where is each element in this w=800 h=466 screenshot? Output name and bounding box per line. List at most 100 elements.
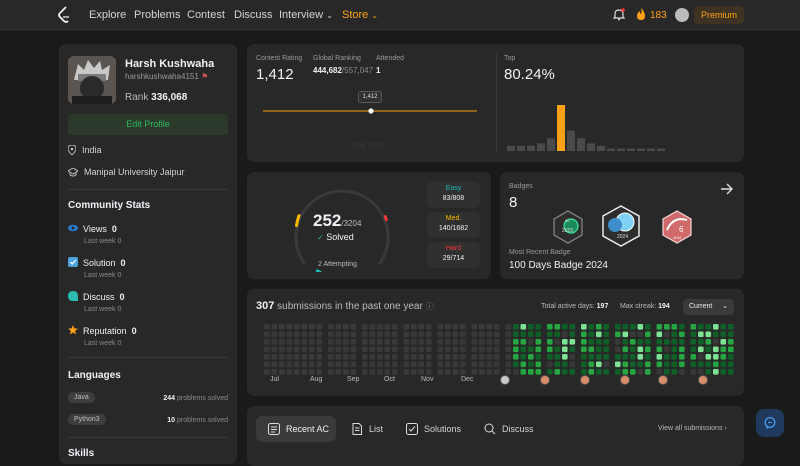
heatmap-cell[interactable]	[264, 324, 270, 330]
heatmap-cell[interactable]	[569, 369, 576, 375]
heatmap-cell[interactable]	[350, 369, 357, 375]
heatmap-cell[interactable]	[728, 354, 734, 360]
heatmap-cell[interactable]	[377, 361, 383, 368]
heatmap-cell[interactable]	[335, 361, 342, 368]
heatmap-cell[interactable]	[445, 361, 451, 368]
heatmap-cell[interactable]	[309, 361, 315, 368]
heatmap-cell[interactable]	[547, 346, 553, 353]
heatmap-cell[interactable]	[664, 339, 670, 345]
heatmap-cell[interactable]	[316, 331, 323, 338]
heatmap-cell[interactable]	[460, 331, 466, 338]
heatmap-cell[interactable]	[335, 339, 342, 345]
tab-discuss[interactable]: Discuss	[472, 416, 534, 442]
heatmap-cell[interactable]	[603, 331, 610, 338]
heatmap-cell[interactable]	[271, 346, 278, 353]
heatmap-cell[interactable]	[615, 354, 621, 360]
monthly-badge-icon[interactable]	[580, 375, 590, 385]
premium-button[interactable]: Premium	[694, 6, 744, 24]
heatmap-cell[interactable]	[264, 354, 270, 360]
heatmap-cell[interactable]	[630, 331, 636, 338]
heatmap-cell[interactable]	[486, 331, 493, 338]
heatmap-cell[interactable]	[588, 354, 595, 360]
heatmap-cell[interactable]	[426, 324, 432, 330]
heatmap-cell[interactable]	[418, 354, 425, 360]
heatmap-cell[interactable]	[588, 324, 595, 330]
heatmap-cell[interactable]	[690, 361, 697, 368]
heatmap-cell[interactable]	[528, 339, 534, 345]
heatmap-cell[interactable]	[316, 324, 323, 330]
heatmap-cell[interactable]	[690, 346, 697, 353]
heatmap-cell[interactable]	[547, 331, 553, 338]
heatmap-cell[interactable]	[316, 339, 323, 345]
heatmap-cell[interactable]	[622, 369, 629, 375]
heatmap-cell[interactable]	[679, 369, 685, 375]
heatmap-cell[interactable]	[377, 369, 383, 375]
heatmap-cell[interactable]	[392, 324, 398, 330]
heatmap-cell[interactable]	[698, 331, 704, 338]
heatmap-cell[interactable]	[581, 361, 587, 368]
heatmap-cell[interactable]	[630, 346, 636, 353]
heatmap-cell[interactable]	[622, 324, 629, 330]
heatmap-cell[interactable]	[728, 339, 734, 345]
heatmap-cell[interactable]	[279, 339, 285, 345]
heatmap-cell[interactable]	[286, 331, 293, 338]
heatmap-cell[interactable]	[279, 369, 285, 375]
heatmap-cell[interactable]	[384, 354, 391, 360]
heatmap-cell[interactable]	[562, 339, 568, 345]
heatmap-cell[interactable]	[452, 324, 459, 330]
heatmap-cell[interactable]	[384, 361, 391, 368]
heatmap-cell[interactable]	[664, 361, 670, 368]
heatmap-cell[interactable]	[316, 369, 323, 375]
heatmap-cell[interactable]	[637, 361, 644, 368]
heatmap-cell[interactable]	[596, 354, 602, 360]
medium-stat[interactable]: Med. 140/1682	[427, 212, 480, 238]
heatmap-cell[interactable]	[520, 361, 527, 368]
heatmap-cell[interactable]	[562, 331, 568, 338]
heatmap-cell[interactable]	[279, 354, 285, 360]
heatmap-cell[interactable]	[271, 324, 278, 330]
heatmap-cell[interactable]	[335, 346, 342, 353]
heatmap-cell[interactable]	[630, 339, 636, 345]
heatmap-cell[interactable]	[286, 324, 293, 330]
leetcode-logo-icon[interactable]	[57, 6, 71, 24]
heatmap-cell[interactable]	[309, 324, 315, 330]
heatmap-cell[interactable]	[554, 354, 561, 360]
heatmap-cell[interactable]	[671, 331, 678, 338]
heatmap-cell[interactable]	[679, 339, 685, 345]
heatmap-cell[interactable]	[520, 339, 527, 345]
heatmap-cell[interactable]	[301, 339, 308, 345]
heatmap-cell[interactable]	[294, 346, 300, 353]
heatmap-cell[interactable]	[460, 339, 466, 345]
heatmap-cell[interactable]	[720, 369, 727, 375]
heatmap-cell[interactable]	[615, 331, 621, 338]
heatmap-cell[interactable]	[505, 339, 512, 345]
heatmap-cell[interactable]	[562, 361, 568, 368]
heatmap-cell[interactable]	[656, 339, 663, 345]
easy-stat[interactable]: Easy 83/808	[427, 182, 480, 208]
heatmap-cell[interactable]	[645, 346, 651, 353]
heatmap-cell[interactable]	[369, 331, 376, 338]
heatmap-cell[interactable]	[350, 339, 357, 345]
heatmap-cell[interactable]	[335, 331, 342, 338]
heatmap-cell[interactable]	[294, 354, 300, 360]
badge-june-daily-icon[interactable]: 6 JUN	[661, 210, 693, 244]
info-icon[interactable]: ⓘ	[425, 302, 434, 311]
heatmap-cell[interactable]	[535, 339, 542, 345]
heatmap-cell[interactable]	[547, 361, 553, 368]
heatmap-cell[interactable]	[445, 354, 451, 360]
heatmap-cell[interactable]	[622, 331, 629, 338]
heatmap-cell[interactable]	[535, 324, 542, 330]
heatmap-cell[interactable]	[615, 369, 621, 375]
heatmap-cell[interactable]	[728, 346, 734, 353]
heatmap-cell[interactable]	[426, 354, 432, 360]
heatmap-cell[interactable]	[294, 361, 300, 368]
heatmap-cell[interactable]	[569, 331, 576, 338]
heatmap-cell[interactable]	[335, 354, 342, 360]
heatmap-cell[interactable]	[664, 354, 670, 360]
heatmap-cell[interactable]	[392, 354, 398, 360]
heatmap-cell[interactable]	[637, 339, 644, 345]
tab-recent-ac[interactable]: Recent AC	[256, 416, 336, 442]
heatmap-cell[interactable]	[664, 324, 670, 330]
monthly-badge-icon[interactable]	[698, 375, 708, 385]
heatmap-cell[interactable]	[486, 361, 493, 368]
